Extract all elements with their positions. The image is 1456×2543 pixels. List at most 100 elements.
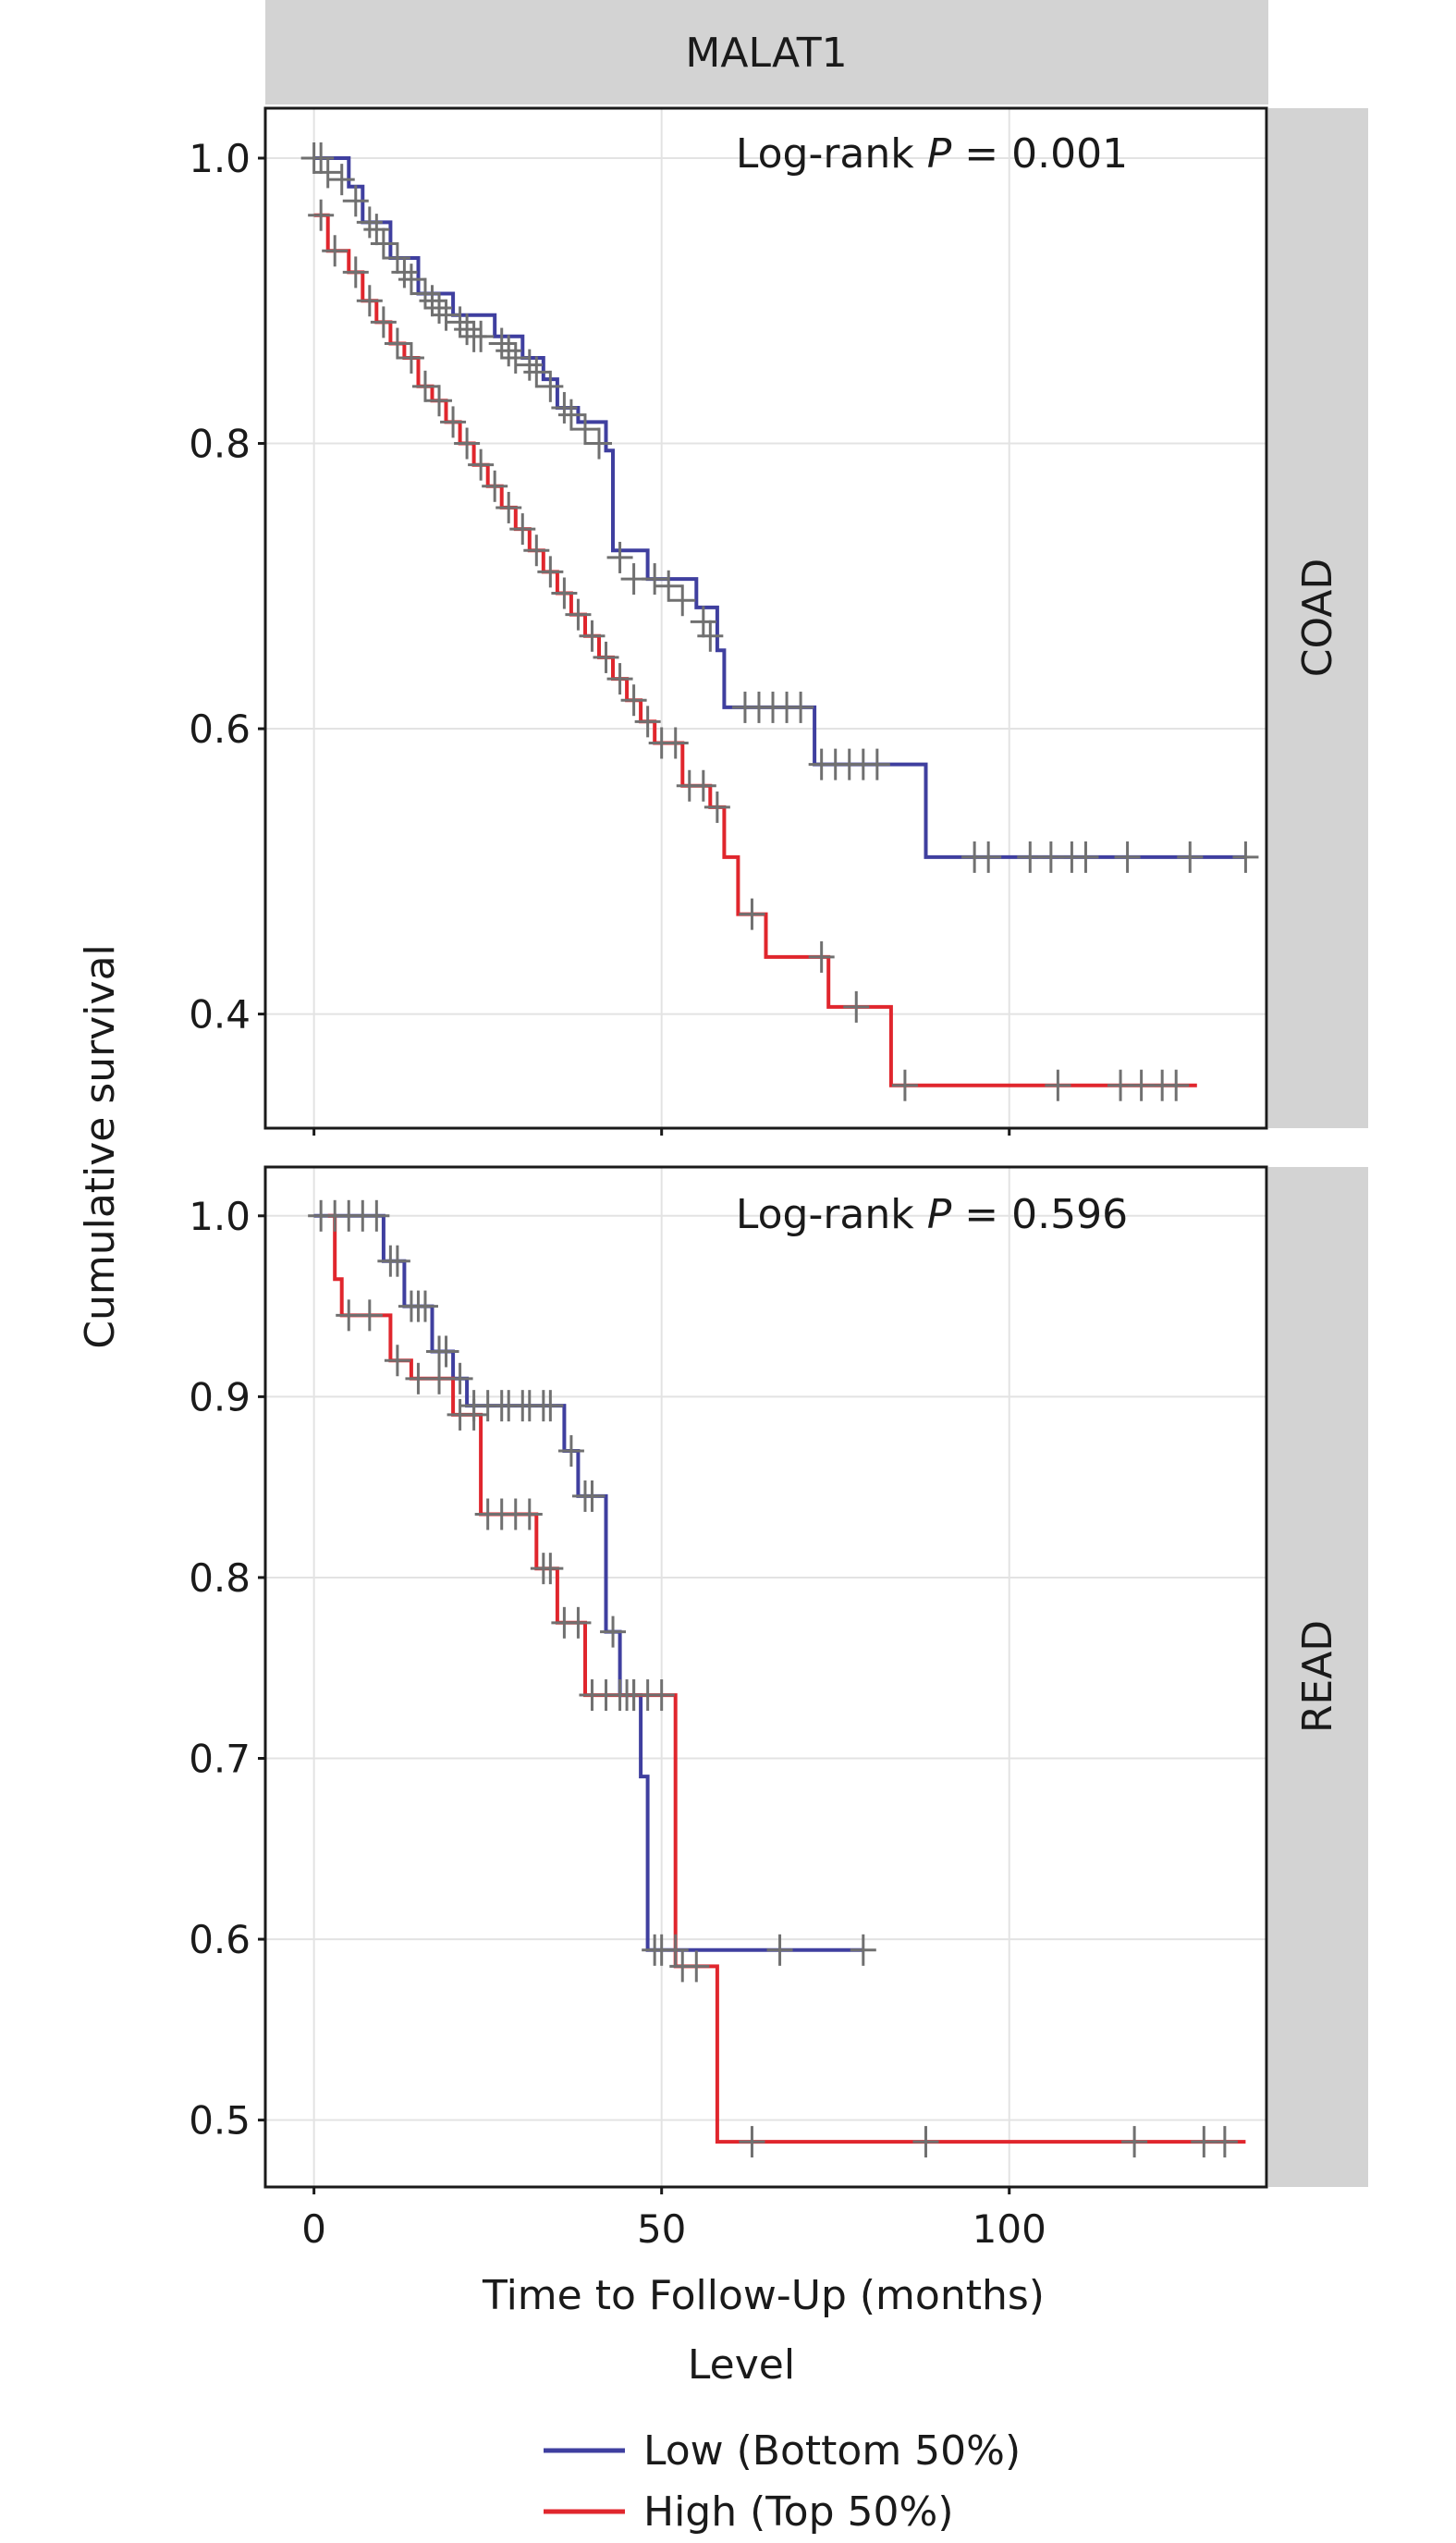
strip-header bbox=[265, 0, 1268, 104]
censor-mark-read-low-6 bbox=[384, 1245, 410, 1277]
censor-mark-coad-low-26 bbox=[557, 399, 584, 431]
censor-mark-coad-high-7 bbox=[411, 370, 438, 402]
censor-mark-read-high-14 bbox=[565, 1606, 592, 1639]
censor-mark-read-high-27 bbox=[1211, 2126, 1238, 2158]
y-tick-label-read-0.9: 0.9 bbox=[189, 1374, 251, 1419]
censor-mark-coad-high-21 bbox=[606, 663, 633, 695]
censor-mark-read-low-31 bbox=[850, 1934, 876, 1966]
censor-mark-coad-high-4 bbox=[370, 306, 397, 338]
strip-coad bbox=[1268, 108, 1368, 1128]
censor-mark-read-low-21 bbox=[557, 1435, 584, 1468]
censor-mark-coad-low-45 bbox=[863, 748, 890, 780]
censor-mark-coad-low-22 bbox=[516, 349, 543, 381]
censor-mark-coad-high-6 bbox=[398, 341, 424, 374]
censor-mark-coad-low-51 bbox=[1072, 841, 1099, 873]
censor-mark-coad-high-12 bbox=[482, 470, 508, 502]
censor-mark-coad-high-15 bbox=[523, 534, 550, 567]
censor-mark-coad-high-8 bbox=[426, 385, 453, 417]
censor-mark-coad-high-13 bbox=[496, 491, 522, 523]
censor-mark-read-high-22 bbox=[683, 1950, 710, 1983]
censor-mark-coad-low-14 bbox=[433, 299, 459, 331]
censor-mark-coad-high-28 bbox=[704, 791, 730, 823]
censor-mark-coad-low-34 bbox=[690, 606, 716, 638]
panel-read: 0.5 0.6 0.7 0.8 0.9 1.0 0 50 100 bbox=[189, 1165, 1268, 2252]
censor-mark-coad-low-11 bbox=[411, 277, 438, 310]
censor-mark-coad-high-29 bbox=[739, 898, 765, 930]
censor-mark-coad-low-16 bbox=[454, 313, 481, 346]
censor-mark-coad-low-32 bbox=[655, 570, 682, 602]
censor-mark-coad-low-3 bbox=[328, 164, 355, 196]
y-axis-label: Cumulative survival bbox=[77, 944, 124, 1349]
logrank-annotation-read: Log-rank P = 0.596 bbox=[736, 1191, 1128, 1238]
censor-mark-coad-high-1 bbox=[322, 235, 349, 267]
censor-mark-coad-low-31 bbox=[642, 563, 668, 596]
logrank-value-coad: = 0.001 bbox=[951, 130, 1128, 178]
censor-mark-coad-low-1 bbox=[308, 141, 335, 174]
censor-mark-coad-high-10 bbox=[454, 427, 481, 460]
censor-mark-coad-high-30 bbox=[808, 940, 835, 973]
plot-frame-read bbox=[263, 1165, 1268, 2189]
censor-mark-coad-low-29 bbox=[606, 541, 633, 573]
censor-mark-coad-high-20 bbox=[593, 641, 619, 673]
censor-mark-read-low-30 bbox=[766, 1934, 793, 1966]
logrank-prefix-coad: Log-rank bbox=[736, 130, 927, 178]
censor-mark-read-high-4 bbox=[426, 1362, 453, 1394]
plot-area-coad bbox=[265, 108, 1266, 1128]
x-axis-label: Time to Follow-Up (months) bbox=[482, 2272, 1045, 2319]
censor-mark-read-high-23 bbox=[739, 2126, 765, 2158]
censor-mark-coad-low-2 bbox=[314, 156, 341, 189]
censor-mark-read-high-10 bbox=[516, 1498, 543, 1530]
censor-mark-coad-high-0 bbox=[308, 199, 335, 231]
censor-mark-coad-high-16 bbox=[537, 556, 564, 588]
censor-mark-coad-low-19 bbox=[488, 327, 515, 360]
censor-mark-read-low-4 bbox=[363, 1199, 390, 1232]
censor-mark-coad-high-32 bbox=[891, 1069, 918, 1101]
censor-mark-coad-low-4 bbox=[342, 185, 369, 217]
strip-read-label: READ bbox=[1294, 1620, 1341, 1733]
logrank-p-read: P bbox=[927, 1191, 952, 1238]
censor-mark-coad-high-19 bbox=[579, 620, 606, 652]
censor-mark-coad-high-2 bbox=[342, 256, 369, 289]
logrank-prefix-read: Log-rank bbox=[736, 1191, 927, 1238]
censor-mark-read-high-2 bbox=[384, 1345, 410, 1377]
censor-mark-read-high-12 bbox=[537, 1553, 564, 1585]
censor-mark-coad-high-25 bbox=[662, 727, 689, 759]
censor-mark-coad-high-22 bbox=[620, 684, 647, 717]
x-tick-label-50: 50 bbox=[637, 2206, 686, 2252]
plot-frame-coad bbox=[263, 106, 1268, 1130]
censor-mark-coad-low-12 bbox=[419, 285, 446, 317]
censor-mark-read-high-1 bbox=[356, 1299, 383, 1332]
legend-label-low: Low (Bottom 50%) bbox=[643, 2427, 1021, 2475]
censor-mark-read-high-20 bbox=[648, 1679, 675, 1712]
censor-mark-coad-low-21 bbox=[502, 341, 529, 374]
censor-mark-coad-low-52 bbox=[1114, 841, 1141, 873]
censor-mark-coad-high-23 bbox=[634, 706, 661, 738]
censor-mark-coad-low-7 bbox=[370, 227, 397, 260]
censor-mark-read-low-29 bbox=[662, 1934, 689, 1966]
censor-mark-coad-low-10 bbox=[398, 264, 424, 296]
y-tick-label-coad-0.4: 0.4 bbox=[189, 992, 251, 1038]
censor-mark-coad-low-9 bbox=[391, 256, 418, 289]
y-tick-label-read-0.7: 0.7 bbox=[189, 1737, 251, 1782]
censor-mark-coad-low-8 bbox=[384, 241, 410, 274]
censor-mark-read-low-9 bbox=[411, 1290, 438, 1322]
plot-area-read bbox=[265, 1167, 1266, 2187]
y-tick-label-read-0.6: 0.6 bbox=[189, 1917, 251, 1962]
censor-mark-read-low-20 bbox=[537, 1390, 564, 1422]
y-tick-label-coad-1: 1.0 bbox=[189, 136, 251, 181]
censor-mark-coad-high-18 bbox=[565, 598, 592, 631]
censor-mark-coad-low-6 bbox=[363, 214, 390, 246]
censor-mark-coad-low-5 bbox=[356, 206, 383, 239]
legend-label-high: High (Top 50%) bbox=[643, 2488, 953, 2536]
censor-mark-coad-low-13 bbox=[426, 291, 453, 324]
censor-mark-coad-low-40 bbox=[788, 691, 814, 723]
y-tick-label-read-0.8: 0.8 bbox=[189, 1555, 251, 1601]
strip-read bbox=[1268, 1167, 1368, 2187]
censor-mark-coad-high-9 bbox=[440, 406, 467, 438]
strip-coad-label: COAD bbox=[1294, 559, 1341, 678]
y-tick-label-read-1: 1.0 bbox=[189, 1194, 251, 1239]
censor-mark-coad-high-17 bbox=[551, 577, 578, 609]
censor-mark-read-high-6 bbox=[460, 1398, 487, 1431]
x-tick-label-0: 0 bbox=[301, 2206, 326, 2252]
